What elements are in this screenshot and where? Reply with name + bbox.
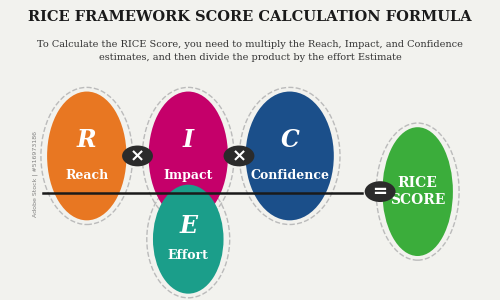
Text: RICE
SCORE: RICE SCORE — [390, 176, 446, 207]
Text: Impact: Impact — [164, 169, 213, 182]
Text: To Calculate the RICE Score, you need to multiply the Reach, Impact, and Confide: To Calculate the RICE Score, you need to… — [37, 40, 463, 62]
Text: Adobe Stock | #516973186: Adobe Stock | #516973186 — [32, 131, 38, 217]
Text: Confidence: Confidence — [250, 169, 329, 182]
Text: C: C — [280, 128, 299, 152]
Text: RICE FRAMEWORK SCORE CALCULATION FORMULA: RICE FRAMEWORK SCORE CALCULATION FORMULA — [28, 10, 472, 24]
Ellipse shape — [47, 92, 126, 220]
Circle shape — [224, 146, 254, 166]
Text: ×: × — [130, 147, 145, 165]
Text: E: E — [179, 214, 197, 238]
Text: =: = — [372, 183, 388, 201]
Text: ×: × — [232, 147, 246, 165]
Ellipse shape — [148, 92, 228, 220]
Text: R: R — [77, 128, 96, 152]
Ellipse shape — [382, 127, 453, 256]
Text: I: I — [182, 128, 194, 152]
Circle shape — [122, 146, 153, 166]
Ellipse shape — [153, 185, 224, 294]
Text: Effort: Effort — [168, 249, 208, 262]
Ellipse shape — [246, 92, 334, 220]
Circle shape — [364, 181, 396, 202]
Text: Reach: Reach — [65, 169, 108, 182]
